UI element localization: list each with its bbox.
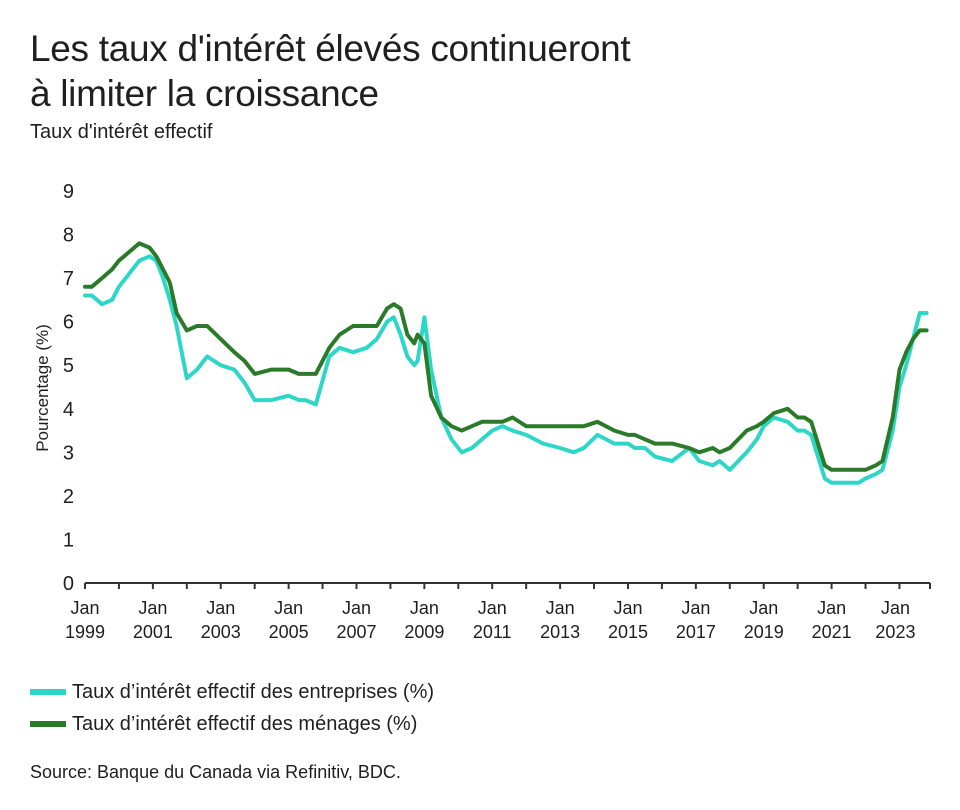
chart-title-line-1: Les taux d'intérêt élevés continueront xyxy=(30,28,631,69)
y-tick-label: 5 xyxy=(63,355,74,377)
x-tick-label-year: 2017 xyxy=(676,622,716,642)
chart-subtitle: Taux d'intérêt effectif xyxy=(30,121,213,143)
x-tick-label-month: Jan xyxy=(342,598,371,618)
x-tick-label-year: 2011 xyxy=(473,622,512,642)
y-tick-label: 1 xyxy=(63,529,74,551)
series-layer xyxy=(83,241,929,485)
y-tick-label: 7 xyxy=(63,268,74,290)
y-tick-label: 0 xyxy=(63,573,74,595)
x-tick-label-year: 2019 xyxy=(744,622,784,642)
x-tick-label-month: Jan xyxy=(881,598,910,618)
y-tick-label: 3 xyxy=(63,442,74,464)
x-tick-label-month: Jan xyxy=(613,598,642,618)
series-line-entreprises xyxy=(83,254,929,485)
y-tick-label: 8 xyxy=(63,225,74,247)
y-axis-label: Pourcentage (%) xyxy=(33,324,52,452)
x-tick-label-month: Jan xyxy=(274,598,303,618)
series-line-menages xyxy=(83,241,929,472)
source-note: Source: Banque du Canada via Refinitiv, … xyxy=(30,762,401,782)
line-chart: 0 1 2 3 4 5 6 7 8 9 Pourcentage (%) Jan 1999 Jan 200… xyxy=(33,181,931,642)
legend-label-entreprises: Taux d’intérêt effectif des entreprises … xyxy=(72,680,435,703)
x-tick-label-year: 2007 xyxy=(336,622,376,642)
x-tick-label-month: Jan xyxy=(410,598,439,618)
legend-item-entreprises: Taux d’intérêt effectif des entreprises … xyxy=(30,676,434,708)
x-axis-ticks: Jan 1999 Jan 2001 Jan 2003 Jan 2005 Jan 2007 Jan 20… xyxy=(65,583,931,642)
x-tick-label-month: Jan xyxy=(817,598,846,618)
x-tick-label-year: 2015 xyxy=(608,622,648,642)
x-tick-label-month: Jan xyxy=(206,598,235,618)
x-tick-label-year: 1999 xyxy=(65,622,105,642)
legend-item-menages: Taux d’intérêt effectif des ménages (%) xyxy=(30,708,434,740)
x-tick-label-month: Jan xyxy=(681,598,710,618)
chart-title-line-2: à limiter la croissance xyxy=(30,73,379,114)
x-tick-label-year: 2023 xyxy=(875,622,915,642)
y-tick-label: 4 xyxy=(63,399,74,421)
x-tick-label-month: Jan xyxy=(546,598,575,618)
x-tick-label-year: 2013 xyxy=(540,622,580,642)
y-tick-label: 9 xyxy=(63,181,74,203)
x-tick-label-year: 2021 xyxy=(812,622,852,642)
x-tick-label-month: Jan xyxy=(138,598,167,618)
x-tick-label-month: Jan xyxy=(749,598,778,618)
chart-title: Les taux d'intérêt élevés continueront à… xyxy=(30,26,930,116)
x-tick-label-year: 2005 xyxy=(269,622,309,642)
x-tick-label-month: Jan xyxy=(70,598,99,618)
y-axis-ticks: 0 1 2 3 4 5 6 7 8 9 xyxy=(63,181,74,595)
legend: Taux d’intérêt effectif des entreprises … xyxy=(30,676,434,740)
legend-swatch-menages xyxy=(30,721,66,727)
x-tick-label-month: Jan xyxy=(478,598,507,618)
x-tick-label-year: 2009 xyxy=(404,622,444,642)
y-tick-label: 6 xyxy=(63,312,74,334)
legend-swatch-entreprises xyxy=(30,689,66,695)
legend-label-menages: Taux d’intérêt effectif des ménages (%) xyxy=(72,712,418,735)
x-tick-label-year: 2003 xyxy=(201,622,241,642)
x-tick-label-year: 2001 xyxy=(133,622,173,642)
y-tick-label: 2 xyxy=(63,486,74,508)
